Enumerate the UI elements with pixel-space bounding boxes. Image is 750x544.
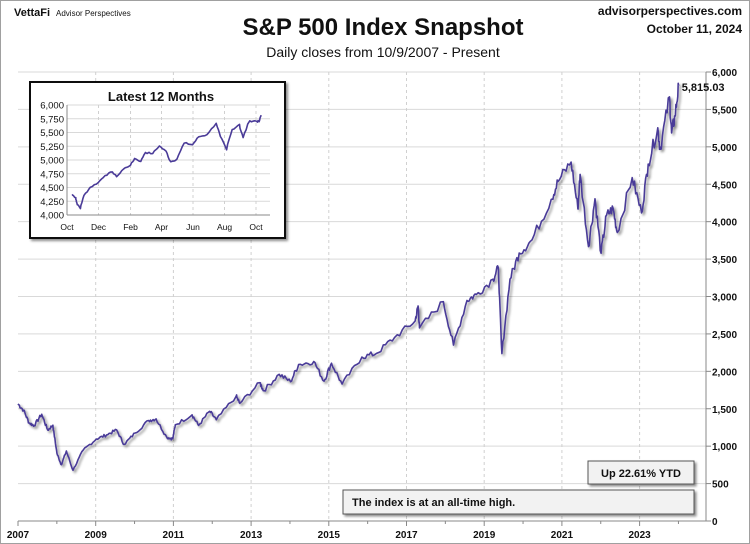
y-tick-label: 5,000 xyxy=(712,143,737,154)
site-url[interactable]: advisorperspectives.com xyxy=(598,4,742,18)
brand-subtitle: Advisor Perspectives xyxy=(56,9,131,18)
chart-subtitle: Daily closes from 10/9/2007 - Present xyxy=(266,44,500,60)
inset-x-tick-label: Jun xyxy=(186,222,200,232)
inset-y-tick-label: 5,250 xyxy=(40,142,64,153)
main-series-line xyxy=(17,82,680,472)
inset-y-tick-label: 5,500 xyxy=(40,128,64,139)
y-tick-label: 500 xyxy=(712,480,729,491)
ytd-text: Up 22.61% YTD xyxy=(601,468,681,480)
inset-series-line xyxy=(71,114,262,210)
y-tick-label: 5,500 xyxy=(712,105,737,116)
inset-y-tick-label: 4,000 xyxy=(40,211,64,222)
ytd-annotation: Up 22.61% YTD xyxy=(587,460,695,485)
chart-title: S&P 500 Index Snapshot xyxy=(243,14,524,41)
x-tick-label: 2021 xyxy=(551,530,574,541)
inset-x-tick-label: Dec xyxy=(91,222,107,232)
inset-chart: Latest 12 Months 4,000 4,250 4,500 4,750 5,0… xyxy=(29,81,286,239)
inset-x-tick-label: Oct xyxy=(249,222,263,232)
x-tick-label: 2011 xyxy=(163,530,185,541)
y-tick-label: 1,500 xyxy=(712,405,737,416)
inset-y-tick-label: 4,500 xyxy=(40,183,64,194)
x-tick-label: 2023 xyxy=(628,530,651,541)
x-tick-label: 2009 xyxy=(85,530,108,541)
y-tick-label: 3,500 xyxy=(712,255,737,266)
y-tick-label: 4,000 xyxy=(712,218,737,229)
inset-y-tick-label: 4,750 xyxy=(40,169,64,180)
x-tick-label: 2007 xyxy=(7,530,30,541)
inset-y-tick-label: 4,250 xyxy=(40,197,64,208)
inset-x-tick-label: Apr xyxy=(155,222,168,232)
all-time-high-annotation: The index is at an all-time high. xyxy=(342,489,695,515)
y-tick-label: 4,500 xyxy=(712,180,737,191)
y-tick-label: 3,000 xyxy=(712,293,737,304)
x-tick-label: 2015 xyxy=(318,530,341,541)
x-tick-label: 2013 xyxy=(240,530,263,541)
ath-text: The index is at an all-time high. xyxy=(352,497,515,509)
inset-y-tick-label: 5,000 xyxy=(40,156,64,167)
inset-axes: 4,000 4,250 4,500 4,750 5,000 5,250 5,500 5,750… xyxy=(40,101,270,232)
inset-x-tick-label: Aug xyxy=(217,222,232,232)
y-tick-label: 2,500 xyxy=(712,330,737,341)
inset-title: Latest 12 Months xyxy=(108,89,214,104)
main-axes: 05001,0001,5002,0002,5003,0003,5004,0004… xyxy=(7,68,738,541)
inset-x-tick-label: Oct xyxy=(60,222,74,232)
inset-y-tick-label: 6,000 xyxy=(40,101,64,112)
inset-y-tick-label: 5,750 xyxy=(40,114,64,125)
snapshot-date: October 11, 2024 xyxy=(647,22,743,36)
x-tick-label: 2019 xyxy=(473,530,496,541)
brand-logo: VettaFi xyxy=(14,7,50,19)
y-tick-label: 0 xyxy=(712,517,718,528)
inset-x-tick-label: Feb xyxy=(123,222,138,232)
y-tick-label: 2,000 xyxy=(712,367,737,378)
x-tick-label: 2017 xyxy=(395,530,418,541)
y-tick-label: 6,000 xyxy=(712,68,737,79)
y-tick-label: 1,000 xyxy=(712,442,737,453)
last-value-label: 5,815.03 xyxy=(682,82,725,94)
